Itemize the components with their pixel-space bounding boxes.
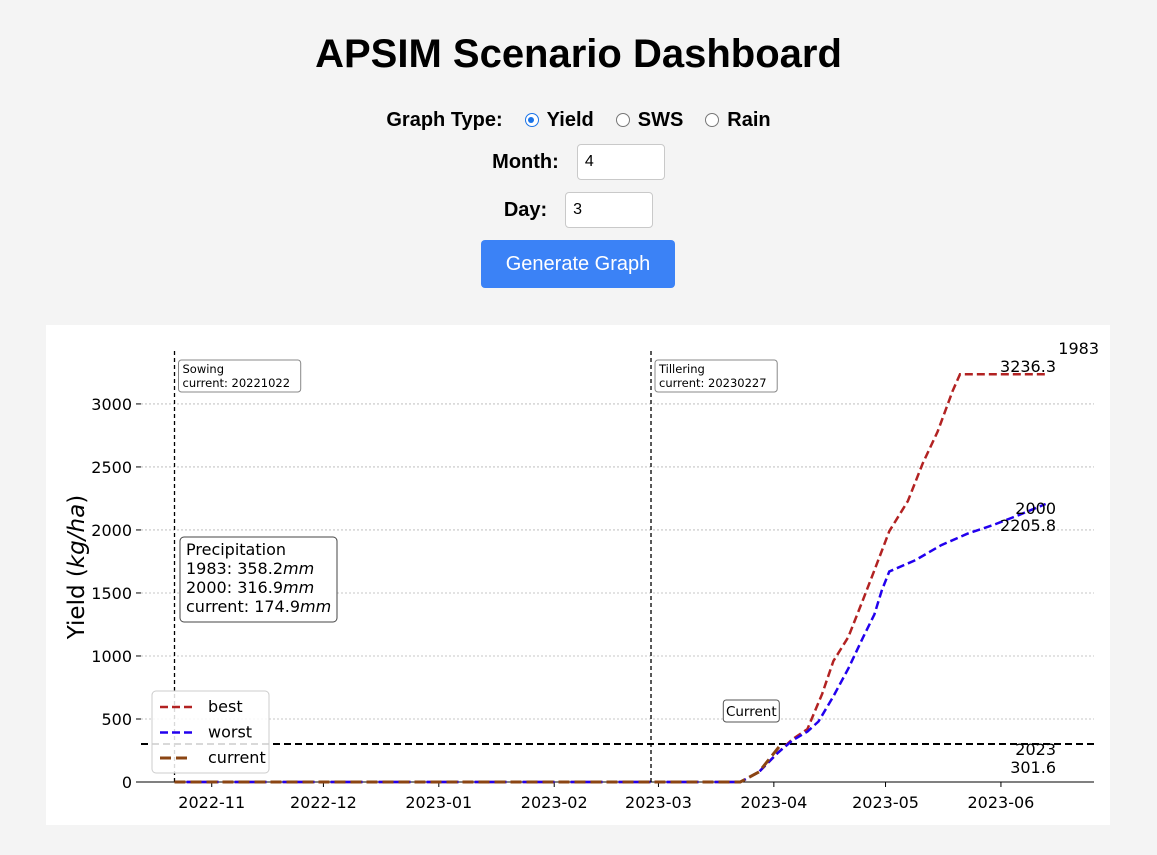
y-tick-label: 500 <box>101 710 132 729</box>
stage-name: Tillering <box>658 362 705 376</box>
day-row: Day: <box>0 191 1157 229</box>
legend: best worst current <box>151 690 270 774</box>
end-label-year: 2023 <box>1015 740 1056 759</box>
legend-frame <box>151 690 270 774</box>
y-tick-label: 1500 <box>91 584 132 603</box>
y-tick-label: 2500 <box>91 458 132 477</box>
x-tick-label: 2023-06 <box>968 793 1035 812</box>
y-tick-label: 0 <box>122 773 132 792</box>
precipitation-frame <box>179 536 338 623</box>
radio-rain-dot[interactable] <box>705 113 720 127</box>
x-tick-label: 2023-01 <box>405 793 472 812</box>
end-label-year: 1983 <box>1058 339 1099 358</box>
x-tick-label: 2023-03 <box>625 793 692 812</box>
end-label-year: 2000 <box>1015 499 1056 518</box>
month-input[interactable] <box>576 144 665 180</box>
precipitation-title: Precipitation <box>186 540 286 559</box>
series-line-current <box>174 743 783 784</box>
day-label: Day: <box>503 198 548 221</box>
series-line-worst <box>174 502 1047 784</box>
series-line-best <box>174 372 1046 784</box>
y-axis-label: Yield (kg/ha) <box>64 495 90 640</box>
end-label-value: 301.6 <box>1010 758 1056 777</box>
current-marker-box <box>722 699 780 723</box>
current-marker-label: Current <box>726 704 777 720</box>
radio-rain-label[interactable]: Rain <box>727 108 771 131</box>
stage-label-frame <box>178 359 302 393</box>
radio-yield-dot[interactable] <box>524 113 539 127</box>
y-tick-label: 3000 <box>91 395 132 414</box>
graph-type-label: Graph Type: <box>386 108 503 131</box>
x-tick-label: 2023-02 <box>521 793 588 812</box>
precipitation-row: 2000: 316.9mm <box>186 578 314 597</box>
y-tick-label: 2000 <box>91 521 132 540</box>
month-label: Month: <box>492 150 559 173</box>
radio-rain[interactable]: Rain <box>705 108 771 132</box>
generate-graph-button[interactable]: Generate Graph <box>481 240 675 288</box>
graph-type-radio-group: Yield SWS Rain <box>524 108 771 132</box>
end-label-value: 2205.8 <box>1000 516 1056 535</box>
precipitation-row: current: 174.9mm <box>186 597 331 616</box>
chart-panel: 0 500 1000 1500 2000 2500 3000 2022-11 2022-12 20… <box>46 325 1110 825</box>
stage-detail: current: 20230227 <box>659 376 767 390</box>
x-tick-label: 2022-12 <box>290 793 357 812</box>
end-label-value: 3236.3 <box>1000 357 1056 376</box>
stage-name: Sowing <box>183 362 225 376</box>
day-input[interactable] <box>565 192 654 228</box>
radio-yield[interactable]: Yield <box>524 108 594 132</box>
month-row: Month: <box>0 143 1157 181</box>
radio-sws[interactable]: SWS <box>615 108 684 132</box>
x-tick-label: 2023-05 <box>852 793 919 812</box>
y-tick-label: 1000 <box>91 647 132 666</box>
graph-type-row: Graph Type: Yield SWS Rain <box>0 106 1157 134</box>
x-tick-label: 2022-11 <box>178 793 245 812</box>
stage-detail: current: 20221022 <box>183 376 291 390</box>
legend-label-current: current <box>208 748 266 767</box>
x-tick-label: 2023-04 <box>740 793 807 812</box>
radio-sws-label[interactable]: SWS <box>637 108 684 131</box>
page-title: APSIM Scenario Dashboard <box>315 32 842 76</box>
yield-chart: 0 500 1000 1500 2000 2500 3000 2022-11 2022-12 20… <box>64 339 1099 812</box>
current-marker: Current <box>722 699 780 723</box>
legend-label-worst: worst <box>208 723 252 742</box>
radio-yield-label[interactable]: Yield <box>546 108 594 131</box>
stage-label-frame <box>654 359 778 393</box>
radio-sws-dot[interactable] <box>615 113 630 127</box>
precipitation-row: 1983: 358.2mm <box>186 559 314 578</box>
legend-label-best: best <box>208 697 243 716</box>
